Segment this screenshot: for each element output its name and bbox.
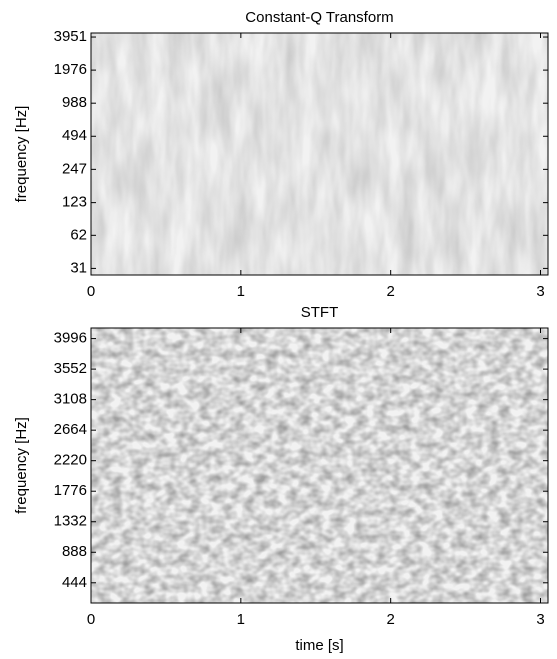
x-tick-label: 1 bbox=[237, 611, 245, 628]
plot-frame bbox=[90, 32, 549, 276]
y-tick-label: 1776 bbox=[54, 482, 87, 499]
y-tick-label: 3552 bbox=[54, 360, 87, 377]
y-tick-label: 494 bbox=[62, 127, 87, 144]
y-tick-label: 2664 bbox=[54, 421, 87, 438]
y-tick-label: 247 bbox=[62, 160, 87, 177]
y-tick-label: 62 bbox=[70, 226, 87, 243]
y-tick-label: 888 bbox=[62, 543, 87, 560]
y-tick-label: 31 bbox=[70, 259, 87, 276]
y-tick-label: 1332 bbox=[54, 513, 87, 530]
y-tick-label: 3108 bbox=[54, 391, 87, 408]
spectrogram-image bbox=[91, 33, 548, 275]
chart-title: Constant-Q Transform bbox=[245, 9, 393, 26]
plot-frame bbox=[90, 327, 549, 604]
x-tick-label: 0 bbox=[87, 611, 95, 628]
x-tick-label: 3 bbox=[536, 283, 544, 300]
spectrogram-image bbox=[91, 328, 548, 603]
y-tick-label: 1976 bbox=[54, 61, 87, 78]
x-tick-label: 3 bbox=[536, 611, 544, 628]
x-tick-label: 0 bbox=[87, 283, 95, 300]
y-tick-label: 988 bbox=[62, 94, 87, 111]
y-tick-label: 3996 bbox=[54, 330, 87, 347]
y-tick-label: 3951 bbox=[54, 28, 87, 45]
y-tick-label: 444 bbox=[62, 574, 87, 591]
y-tick-label: 123 bbox=[62, 194, 87, 211]
chart-title: STFT bbox=[301, 304, 339, 321]
x-tick-label: 2 bbox=[387, 283, 395, 300]
x-tick-label: 1 bbox=[237, 283, 245, 300]
x-tick-label: 2 bbox=[387, 611, 395, 628]
x-axis-label: time [s] bbox=[295, 637, 343, 654]
y-tick-label: 2220 bbox=[54, 452, 87, 469]
y-axis-label: frequency [Hz] bbox=[13, 106, 30, 203]
y-axis-label: frequency [Hz] bbox=[13, 417, 30, 514]
